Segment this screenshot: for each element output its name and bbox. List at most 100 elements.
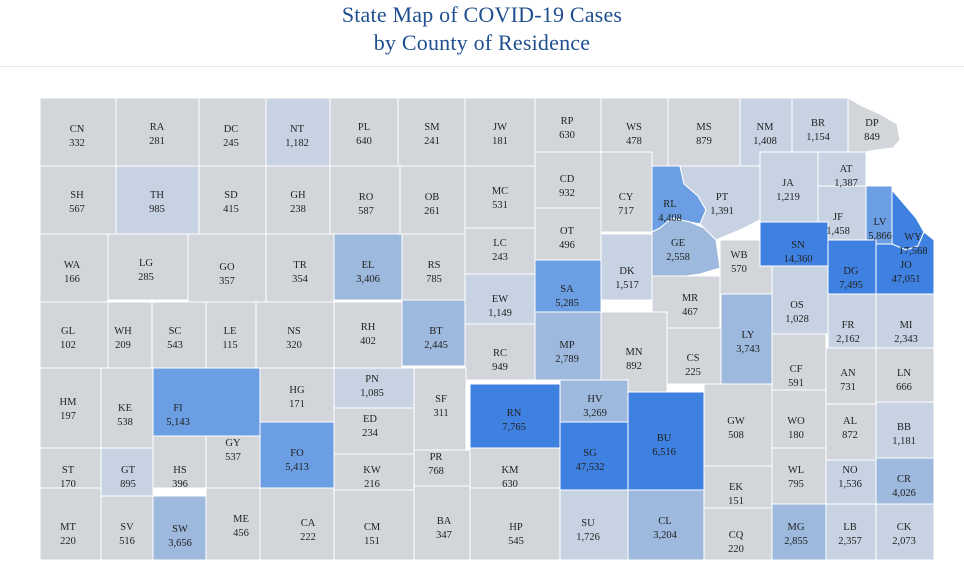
title-line-2: by County of Residence bbox=[373, 30, 591, 55]
county-rn[interactable] bbox=[469, 383, 561, 449]
county-abbr-gw: GW bbox=[727, 416, 745, 427]
county-cm[interactable] bbox=[333, 489, 415, 561]
county-st[interactable] bbox=[39, 447, 102, 489]
county-hs[interactable] bbox=[152, 435, 207, 489]
county-mc[interactable] bbox=[464, 165, 536, 229]
county-gw[interactable] bbox=[703, 383, 773, 467]
county-km[interactable] bbox=[469, 447, 561, 489]
county-cases-st: 170 bbox=[60, 479, 76, 490]
county-cases-sd: 415 bbox=[223, 204, 239, 215]
county-cases-km: 630 bbox=[502, 479, 518, 490]
county-ns[interactable] bbox=[255, 301, 335, 369]
county-gh[interactable] bbox=[265, 165, 331, 235]
county-mp[interactable] bbox=[534, 311, 602, 381]
county-cs[interactable] bbox=[666, 327, 722, 385]
county-cases-bt: 2,445 bbox=[424, 340, 448, 351]
county-wo[interactable] bbox=[771, 389, 827, 449]
county-gl[interactable] bbox=[39, 301, 109, 369]
county-cases-wy: 17,568 bbox=[899, 246, 928, 257]
county-al[interactable] bbox=[825, 403, 877, 461]
county-hm[interactable] bbox=[39, 367, 102, 449]
county-rh[interactable] bbox=[333, 301, 403, 369]
county-wl[interactable] bbox=[771, 447, 827, 505]
county-abbr-mc: MC bbox=[492, 186, 508, 197]
county-mg[interactable] bbox=[771, 503, 827, 561]
county-rc[interactable] bbox=[464, 323, 536, 381]
county-at[interactable] bbox=[817, 151, 867, 187]
county-abbr-wo: WO bbox=[787, 416, 805, 427]
county-cases-kw: 216 bbox=[364, 479, 380, 490]
county-rs[interactable] bbox=[401, 233, 466, 301]
county-ck[interactable] bbox=[875, 503, 935, 561]
county-cn[interactable] bbox=[39, 97, 117, 167]
county-mt[interactable] bbox=[39, 487, 102, 561]
county-go[interactable] bbox=[187, 233, 267, 303]
county-cases-fi: 5,143 bbox=[166, 417, 190, 428]
county-bb[interactable] bbox=[875, 401, 935, 459]
county-cd[interactable] bbox=[534, 151, 602, 209]
county-cases-ln: 666 bbox=[896, 382, 912, 393]
county-no[interactable] bbox=[825, 459, 877, 505]
county-fi[interactable] bbox=[152, 367, 261, 437]
county-cases-mr: 467 bbox=[682, 307, 698, 318]
county-dg[interactable] bbox=[827, 239, 877, 295]
county-ly[interactable] bbox=[720, 293, 773, 385]
county-cases-lv: 5,866 bbox=[868, 231, 892, 242]
county-abbr-sd: SD bbox=[224, 190, 238, 201]
county-wa[interactable] bbox=[39, 233, 109, 303]
county-mi[interactable] bbox=[875, 293, 935, 349]
county-ob[interactable] bbox=[399, 165, 466, 235]
county-cases-gh: 238 bbox=[290, 204, 306, 215]
county-cases-sw: 3,656 bbox=[168, 538, 192, 549]
county-lg[interactable] bbox=[107, 233, 189, 301]
county-gt[interactable] bbox=[100, 447, 154, 497]
county-sc[interactable] bbox=[151, 301, 207, 369]
county-abbr-ck: CK bbox=[897, 522, 912, 533]
county-tr[interactable] bbox=[265, 233, 335, 303]
county-ra[interactable] bbox=[115, 97, 200, 167]
county-cq[interactable] bbox=[703, 507, 773, 561]
county-abbr-sc: SC bbox=[169, 326, 182, 337]
county-ca[interactable] bbox=[259, 487, 335, 561]
county-ba[interactable] bbox=[413, 485, 471, 561]
county-sf[interactable] bbox=[413, 367, 467, 451]
county-sd[interactable] bbox=[198, 165, 267, 235]
county-dc[interactable] bbox=[198, 97, 267, 167]
county-cf[interactable] bbox=[771, 333, 827, 391]
county-lc[interactable] bbox=[464, 227, 536, 275]
county-wh[interactable] bbox=[107, 301, 153, 369]
county-cr[interactable] bbox=[875, 457, 935, 505]
county-abbr-su: SU bbox=[581, 518, 595, 529]
county-el[interactable] bbox=[333, 233, 403, 301]
county-ms[interactable] bbox=[667, 97, 741, 167]
county-cases-ws: 478 bbox=[626, 136, 642, 147]
county-ja[interactable] bbox=[759, 151, 819, 223]
county-lv[interactable] bbox=[865, 185, 893, 245]
county-cl[interactable] bbox=[627, 489, 705, 561]
county-sm[interactable] bbox=[397, 97, 466, 167]
county-abbr-wy: WY bbox=[904, 232, 922, 243]
county-cases-rc: 949 bbox=[492, 362, 508, 373]
county-fo[interactable] bbox=[259, 421, 335, 489]
county-kw[interactable] bbox=[333, 453, 415, 491]
county-fr[interactable] bbox=[827, 293, 877, 349]
county-th[interactable] bbox=[115, 165, 200, 235]
county-sg[interactable] bbox=[559, 421, 629, 491]
county-cases-ba: 347 bbox=[436, 530, 452, 541]
county-cases-cd: 932 bbox=[559, 188, 575, 199]
county-abbr-br: BR bbox=[811, 118, 825, 129]
county-hp[interactable] bbox=[469, 487, 561, 561]
county-cases-ca: 222 bbox=[300, 532, 316, 543]
county-abbr-gy: GY bbox=[225, 438, 241, 449]
county-ed[interactable] bbox=[333, 407, 415, 455]
county-bt[interactable] bbox=[401, 299, 466, 367]
county-sw[interactable] bbox=[152, 495, 207, 561]
county-cy[interactable] bbox=[600, 151, 653, 233]
county-ro[interactable] bbox=[329, 165, 401, 235]
county-sv[interactable] bbox=[100, 495, 154, 561]
county-su[interactable] bbox=[559, 489, 629, 561]
county-cases-gl: 102 bbox=[60, 340, 76, 351]
county-pl[interactable] bbox=[329, 97, 399, 167]
county-pn[interactable] bbox=[333, 367, 415, 409]
county-me[interactable] bbox=[205, 487, 261, 561]
